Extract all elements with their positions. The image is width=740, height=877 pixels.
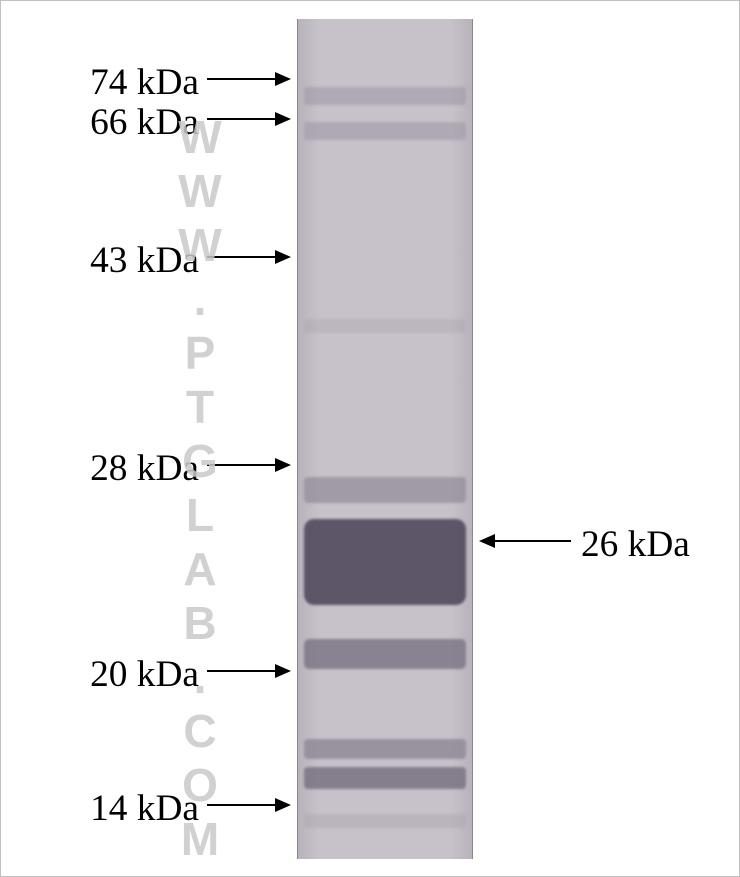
molecular-weight-label: 66 kDa xyxy=(90,101,199,144)
arrow-head-icon xyxy=(275,250,291,264)
arrow-head-icon xyxy=(275,798,291,812)
marker-arrow-left xyxy=(495,540,571,542)
gel-band xyxy=(304,122,466,140)
gel-band xyxy=(304,767,466,789)
arrow-head-icon xyxy=(479,534,495,548)
gel-band xyxy=(304,639,466,669)
gel-band xyxy=(304,519,466,605)
gel-lane xyxy=(297,19,473,859)
gel-band xyxy=(304,319,466,333)
molecular-weight-label: 20 kDa xyxy=(90,653,199,696)
gel-band xyxy=(304,87,466,105)
protein-weight-label: 26 kDa xyxy=(581,523,690,566)
marker-arrow-right xyxy=(207,78,275,80)
marker-arrow-right xyxy=(207,670,275,672)
gel-band xyxy=(304,814,466,828)
marker-arrow-right xyxy=(207,256,275,258)
molecular-weight-label: 43 kDa xyxy=(90,239,199,282)
arrow-head-icon xyxy=(275,112,291,126)
marker-arrow-right xyxy=(207,118,275,120)
marker-arrow-right xyxy=(207,464,275,466)
molecular-weight-label: 74 kDa xyxy=(90,61,199,104)
arrow-head-icon xyxy=(275,458,291,472)
molecular-weight-label: 14 kDa xyxy=(90,787,199,830)
arrow-head-icon xyxy=(275,72,291,86)
gel-figure: 74 kDa66 kDa 43 kDa 28 kDa 20 kDa 14 kDa 26 k… xyxy=(0,0,740,877)
molecular-weight-label: 28 kDa xyxy=(90,447,199,490)
arrow-head-icon xyxy=(275,664,291,678)
gel-band xyxy=(304,739,466,759)
marker-arrow-right xyxy=(207,804,275,806)
gel-band xyxy=(304,477,466,503)
